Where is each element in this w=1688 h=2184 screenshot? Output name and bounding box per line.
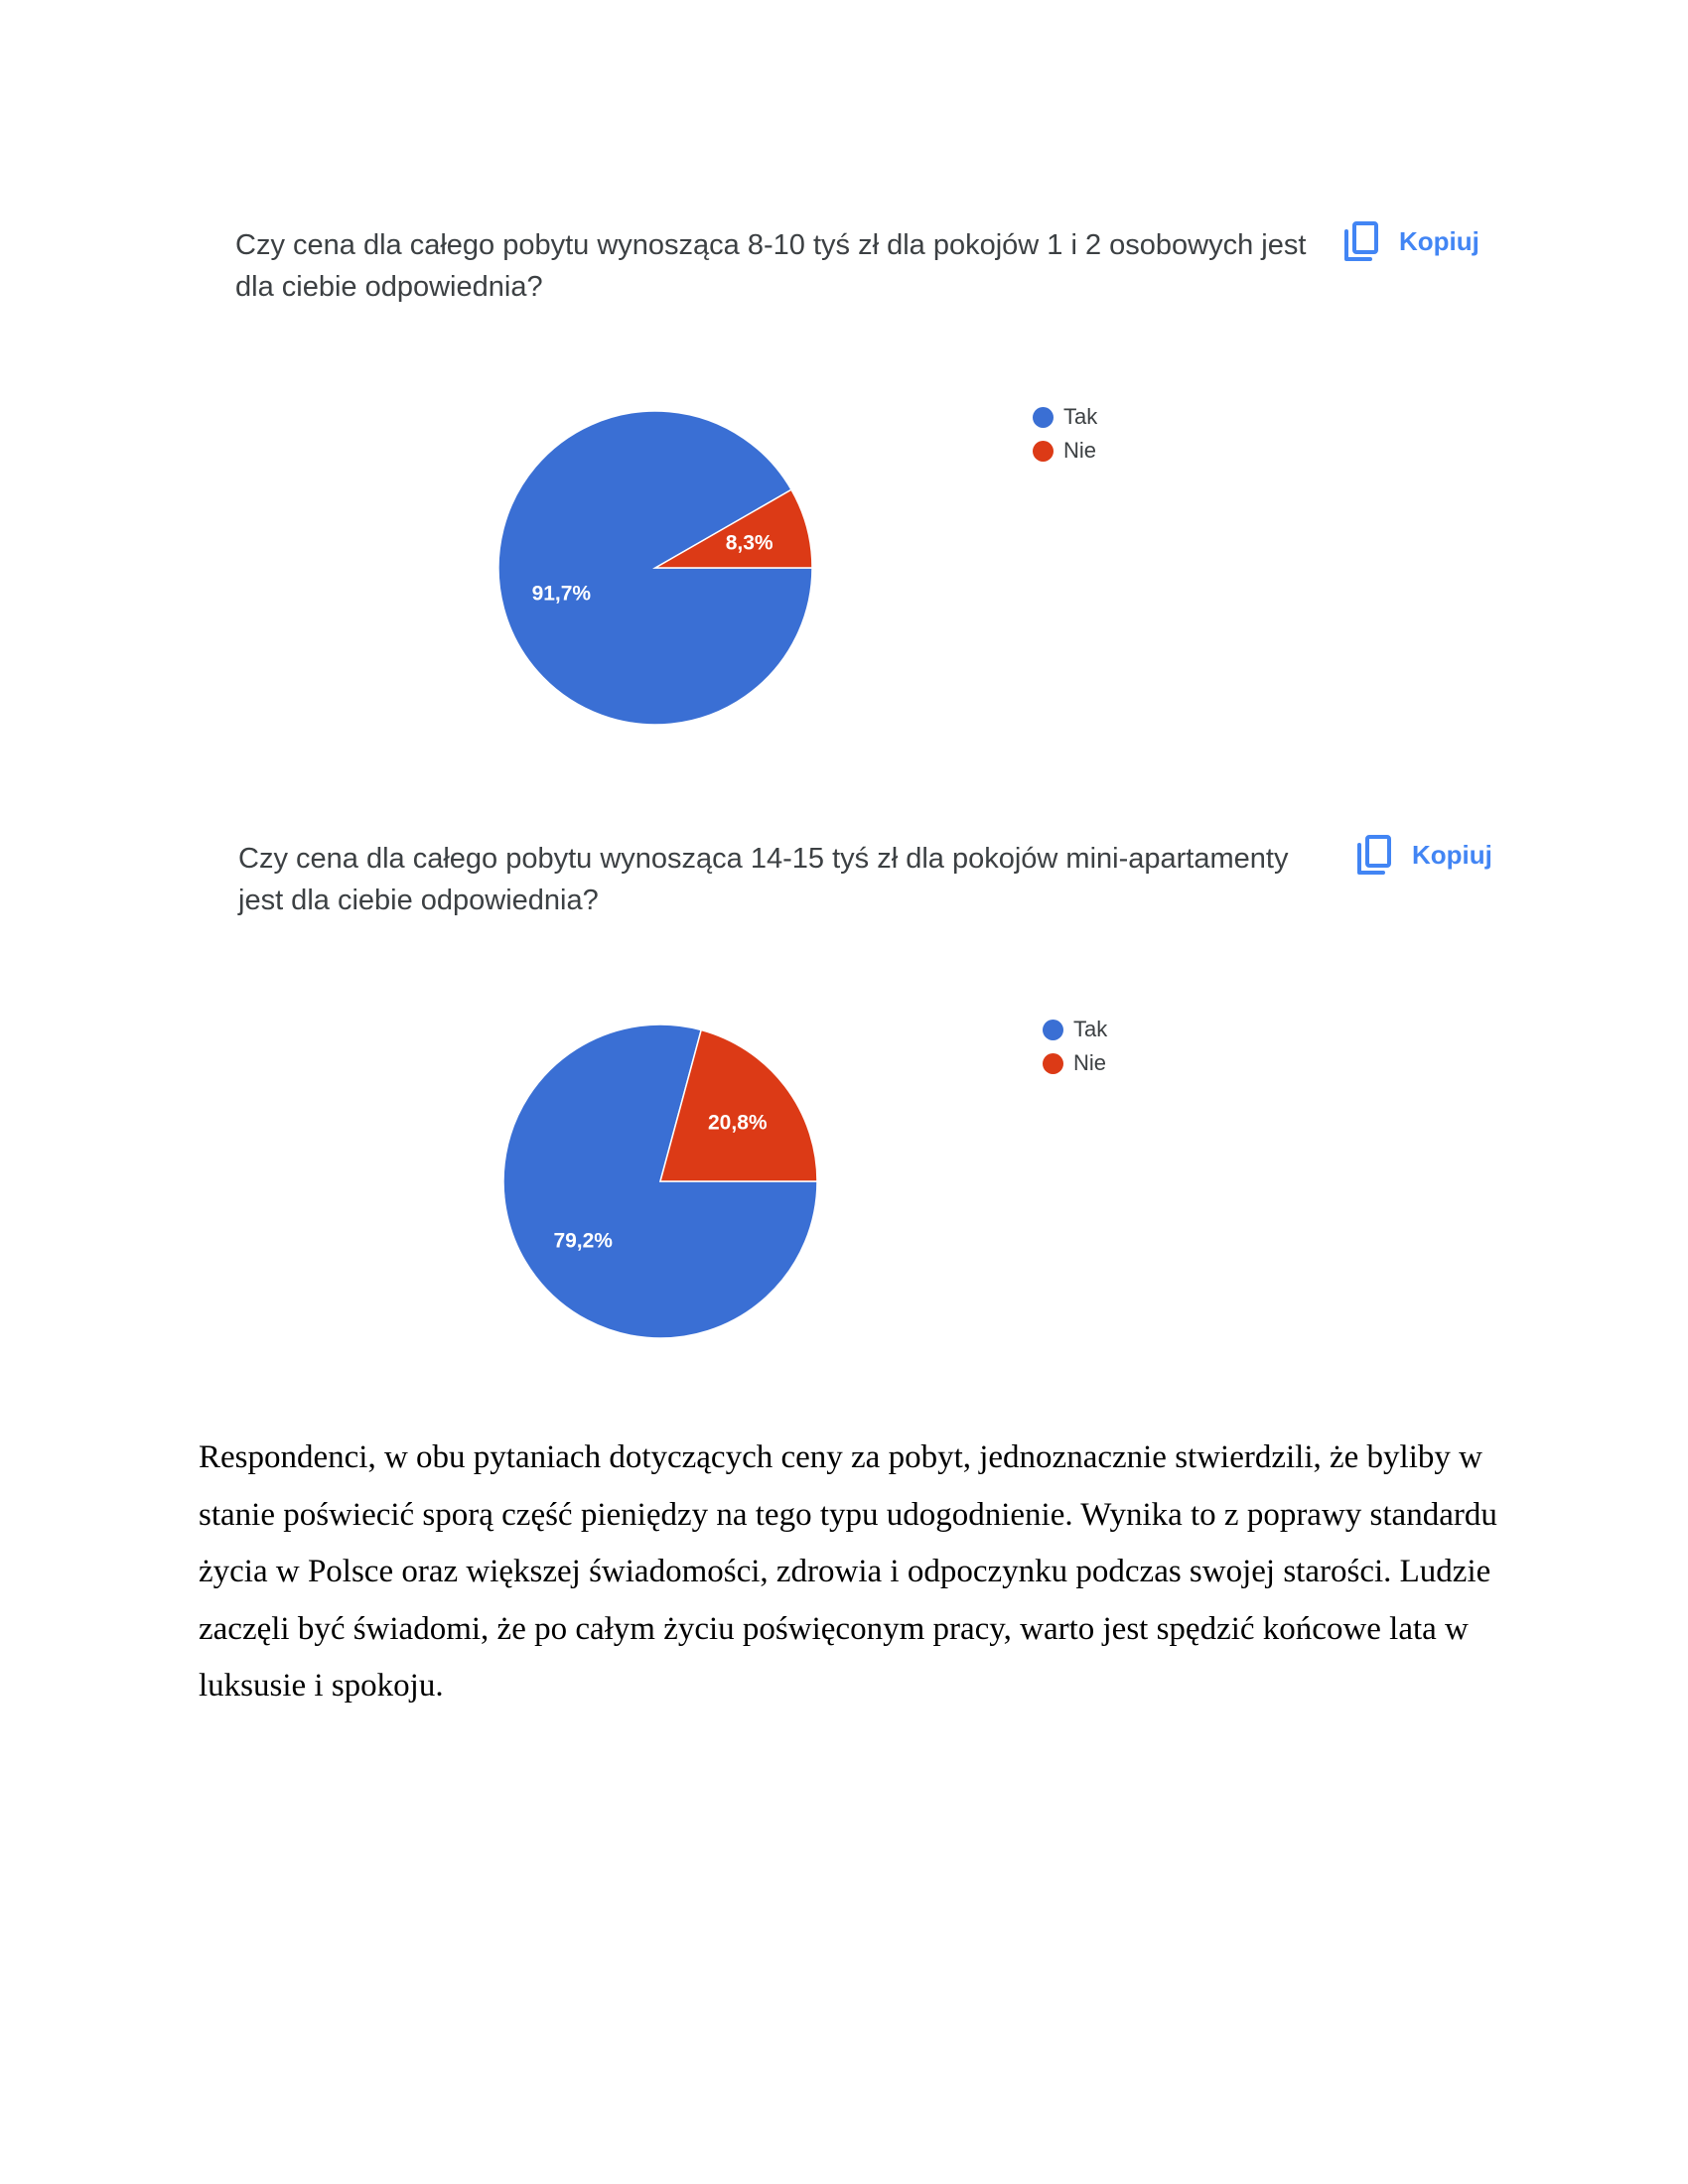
legend-item-nie: Nie (1033, 434, 1097, 468)
question-1-title: Czy cena dla całego pobytu wynosząca 8-1… (235, 224, 1306, 308)
summary-paragraph: Respondenci, w obu pytaniach dotyczących… (199, 1439, 1497, 1704)
pie-label-tak: 79,2% (553, 1230, 613, 1253)
pie-label-tak: 91,7% (532, 582, 592, 605)
question-1-line-1: Czy cena dla całego pobytu wynosząca 8-1… (235, 229, 1307, 261)
pie-slice-nie (652, 488, 813, 569)
legend-swatch (1033, 440, 1054, 462)
legend-item-nie: Nie (1043, 1046, 1107, 1080)
legend-2: Tak Nie (1043, 1013, 1107, 1080)
copy-button-1[interactable]: Kopiuj (1343, 220, 1479, 262)
copy-button-2[interactable]: Kopiuj (1356, 834, 1492, 876)
pie-label-nie: 8,3% (726, 532, 774, 555)
legend-swatch (1043, 1052, 1063, 1074)
legend-label: Nie (1073, 1050, 1107, 1075)
copy-button-label: Kopiuj (1412, 839, 1492, 870)
pie-chart-1: 91,7% 8,3% (497, 410, 813, 726)
legend-swatch (1043, 1019, 1063, 1040)
pie-chart-2: 79,2% 20,8% (502, 1024, 818, 1339)
copy-icon (1343, 220, 1381, 262)
copy-button-label: Kopiuj (1399, 225, 1479, 256)
question-2-line-2: jest dla ciebie odpowiednia? (238, 885, 599, 916)
copy-icon (1356, 834, 1394, 876)
pie-slice-nie (659, 1028, 818, 1182)
legend-1: Tak Nie (1033, 400, 1097, 468)
legend-label: Tak (1063, 404, 1098, 429)
legend-label: Nie (1063, 438, 1097, 463)
question-2-line-1: Czy cena dla całego pobytu wynosząca 14-… (238, 843, 1289, 875)
legend-item-tak: Tak (1043, 1013, 1107, 1046)
legend-label: Tak (1073, 1017, 1108, 1041)
question-2-title: Czy cena dla całego pobytu wynosząca 14-… (238, 838, 1288, 921)
question-1-line-2: dla ciebie odpowiednia? (235, 271, 543, 303)
legend-item-tak: Tak (1033, 400, 1097, 434)
legend-swatch (1033, 406, 1054, 428)
pie-slice-tak (497, 410, 813, 726)
pie-label-nie: 20,8% (708, 1111, 768, 1134)
